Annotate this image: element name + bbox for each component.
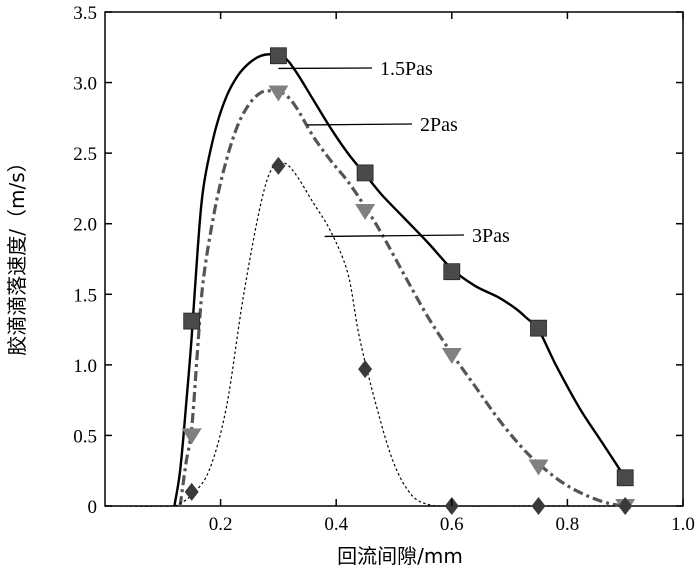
y-tick-label: 0 [88,497,98,518]
data-point-square [356,164,374,182]
series-markers [181,47,636,515]
y-tick-label: 3.5 [73,3,97,24]
x-tick-label: 1.0 [671,514,695,535]
x-tick-label: 0.4 [324,514,348,535]
y-tick-label: 2.0 [73,215,97,236]
data-point-square [183,312,201,330]
annotation-label: 1.5Pas [380,58,433,80]
y-tick-label: 1.0 [73,356,97,377]
series-line-0 [173,53,627,507]
y-tick-label: 2.5 [73,144,97,165]
plot-border [104,11,684,507]
y-tick-label: 1.5 [73,285,97,306]
data-point-diamond [271,156,286,175]
x-tick-label: 0.2 [209,514,233,535]
data-point-diamond [618,497,633,515]
annotation-label: 3Pas [472,225,510,247]
series-line-1 [178,89,626,508]
plot-frame [104,11,684,507]
data-point-diamond [184,482,199,501]
data-point-diamond [531,497,546,515]
data-point-square [530,319,547,337]
series-annotations: 1.5Pas 2Pas 3Pas [278,58,510,247]
x-axis-label: 回流间隙/mm [337,544,463,568]
series-lines [104,53,627,508]
data-point-triangle [441,347,462,364]
data-point-triangle [355,204,376,221]
x-tick-label: 0.8 [556,514,580,535]
data-point-square [269,47,287,65]
y-tick-label: 0.5 [73,426,97,447]
annotation-label: 2Pas [420,114,458,136]
y-axis-label: 胶滴滴落速度/（m/s） [5,152,29,355]
x-tick-label: 0.6 [440,514,464,535]
y-tick-label: 3.0 [73,74,97,95]
data-point-triangle [528,459,549,476]
annotation-leader-line [324,234,465,238]
series-line-2 [104,161,626,507]
data-point-square [443,263,461,281]
data-point-diamond [358,360,373,379]
annotation-leader-line [307,123,413,126]
data-point-square [616,469,634,487]
axis-ticks: 0.2 0.4 0.6 0.8 1.0 0 0.5 1.0 1.5 2.0 2.5 3.0 3.5 [73,3,695,535]
data-point-triangle [181,428,202,445]
data-point-triangle [268,85,289,102]
